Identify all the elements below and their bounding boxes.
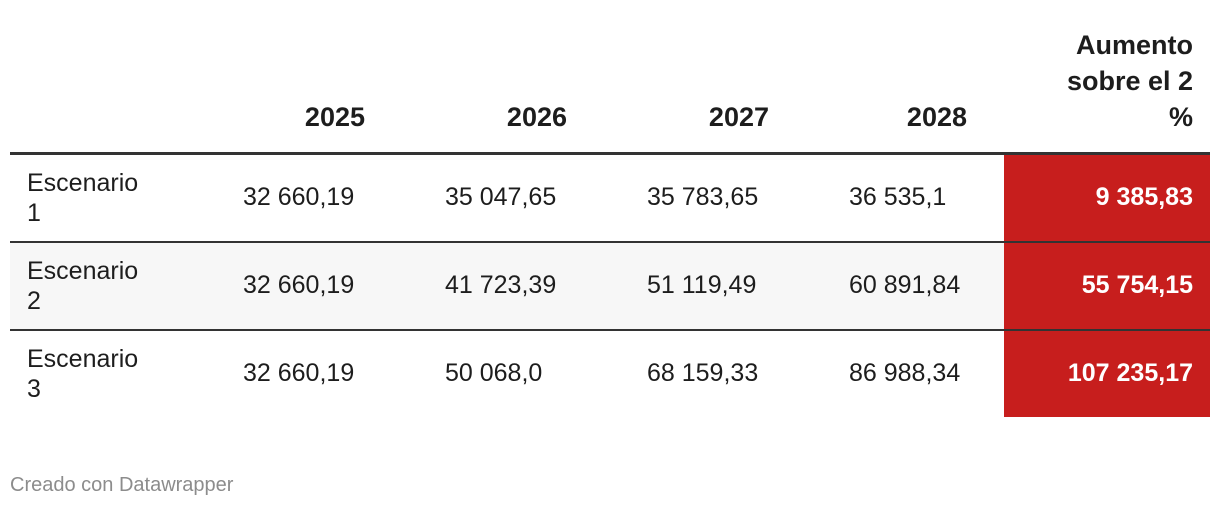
cell-text: 68 159,33 [647,359,759,387]
cell: 107 235,17 [1004,329,1210,417]
cell-text: Escenario 2 [27,256,139,315]
cell: 32 660,19 [200,330,402,417]
header-text: 2026 [506,101,567,132]
cell-text: 35 047,65 [445,183,557,211]
table-row: Escenario 3 32 660,19 50 068,0 68 159,33 86 … [10,329,1210,417]
table-container: 2025 2026 2027 2028 Aumento sobre el 2 % Esc… [10,0,1210,417]
column-header: 2027 [604,0,806,155]
row-label: Escenario 3 [10,330,200,417]
column-header: 2028 [806,0,1004,155]
cell: 60 891,84 [806,241,1004,331]
column-header [10,0,200,155]
cell-text: Escenario 3 [27,344,139,403]
cell: 32 660,19 [200,153,402,243]
cell: 51 119,49 [604,241,806,331]
cell-text: 51 119,49 [647,271,757,299]
cell: 32 660,19 [200,241,402,331]
cell-text: 36 535,1 [849,183,947,211]
row-label: Escenario 1 [10,153,200,243]
table-row: Escenario 1 32 660,19 35 047,65 35 783,65 36… [10,153,1210,243]
footer-credit: Creado con Datawrapper [10,474,234,496]
cell-text: 86 988,34 [849,359,961,387]
cell: 41 723,39 [402,241,604,331]
header-text: 2028 [906,101,967,132]
column-header: 2025 [200,0,402,155]
header-text: 2027 [708,101,769,132]
header-row: 2025 2026 2027 2028 Aumento sobre el 2 % [10,0,1210,155]
header-text: 2025 [304,101,365,132]
cell-text: 55 754,15 [1081,271,1193,299]
cell-text: 41 723,39 [445,271,557,299]
cell-text: 35 783,65 [647,183,759,211]
cell: 50 068,0 [402,330,604,417]
cell: 35 047,65 [402,153,604,243]
cell: 86 988,34 [806,330,1004,417]
cell-text: 32 660,19 [243,271,355,299]
row-label: Escenario 2 [10,241,200,331]
cell-text: 9 385,83 [1095,183,1193,211]
table-row: Escenario 2 32 660,19 41 723,39 51 119,49 60… [10,241,1210,331]
column-header: 2026 [402,0,604,155]
cell-text: 60 891,84 [849,271,961,299]
cell-text: 32 660,19 [243,183,355,211]
column-header: Aumento sobre el 2 % [1004,0,1210,155]
cell: 36 535,1 [806,153,1004,243]
cell-text: 107 235,17 [1067,359,1193,387]
header-text: Aumento sobre el 2 % [1066,29,1193,132]
cell: 68 159,33 [604,330,806,417]
cell: 35 783,65 [604,153,806,243]
cell: 55 754,15 [1004,241,1210,331]
cell-text: 50 068,0 [445,359,543,387]
cell-text: Escenario 1 [27,168,139,227]
data-table: 2025 2026 2027 2028 Aumento sobre el 2 % Esc… [10,0,1210,417]
cell: 9 385,83 [1004,153,1210,243]
cell-text: 32 660,19 [243,359,355,387]
